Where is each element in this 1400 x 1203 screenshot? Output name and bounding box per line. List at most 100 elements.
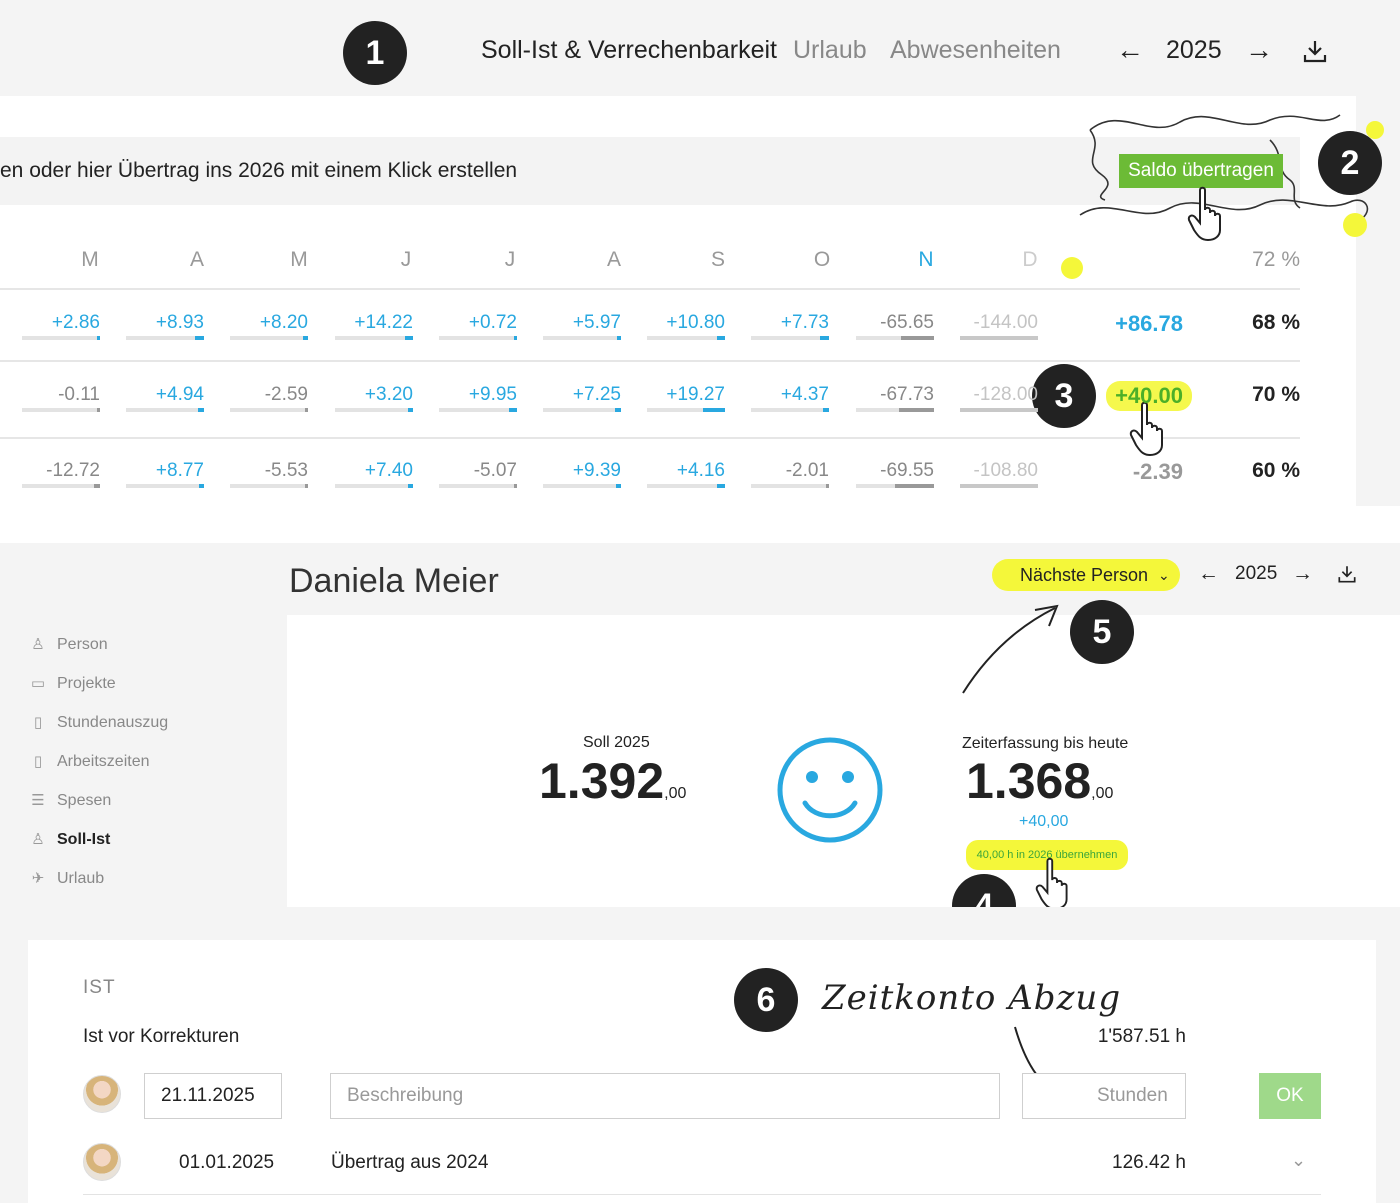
table-cell: +8.77 (155, 460, 204, 481)
cell-bar-fill (901, 336, 934, 340)
carry-over-banner (0, 137, 1300, 205)
row-total: -2.39 (1132, 459, 1183, 484)
cell-bar (335, 484, 413, 488)
saldo-uebertragen-button[interactable]: Saldo übertragen (1119, 154, 1283, 188)
sidebar-item-stundenauszug[interactable]: ▯ Stundenauszug (29, 713, 168, 732)
sidebar-item-person[interactable]: ♙ Person (29, 635, 107, 654)
next-year-icon[interactable]: → (1292, 562, 1313, 585)
soll-number: 1.392 (539, 753, 665, 809)
avatar (83, 1143, 121, 1181)
month-header: M (290, 248, 308, 271)
cell-bar-fill (717, 336, 725, 340)
cell-bar (960, 336, 1038, 340)
table-cell: +9.95 (468, 384, 517, 405)
table-cell: -128.00 (973, 384, 1038, 405)
table-cell: +7.25 (572, 384, 621, 405)
cell-bar (22, 336, 100, 340)
prev-year-icon[interactable]: ← (1198, 562, 1219, 585)
row-total: +86.78 (1115, 311, 1183, 336)
table-cell: +7.73 (780, 312, 829, 333)
folder-icon: ▭ (30, 675, 46, 692)
entry-description: Übertrag aus 2024 (331, 1152, 489, 1173)
cell-bar-fill (899, 408, 934, 412)
tab-urlaub[interactable]: Urlaub (793, 36, 867, 64)
tab-abwesenheiten[interactable]: Abwesenheiten (890, 36, 1061, 64)
table-cell: +5.97 (572, 312, 621, 333)
soll-value: 1.392,00 (539, 752, 686, 810)
month-header: A (606, 248, 621, 271)
cell-bar-fill (960, 336, 1038, 340)
table-cell: +7.40 (364, 460, 413, 481)
date-input[interactable]: 21.11.2025 (144, 1073, 282, 1119)
next-person-dropdown[interactable]: Nächste Person ⌄ (992, 559, 1180, 591)
ok-button[interactable]: OK (1259, 1073, 1321, 1119)
step-badge-5: 5 (1070, 600, 1134, 664)
sidebar-item-label: Urlaub (57, 870, 105, 887)
zeiterfassung-label: Zeiterfassung bis heute (962, 735, 1129, 752)
table-cell: -2.01 (785, 460, 829, 481)
cell-bar-fill (405, 336, 413, 340)
zeit-number: 1.368 (966, 753, 1092, 809)
smiley-icon (777, 737, 883, 843)
zeit-decimals: ,00 (1091, 785, 1114, 802)
description-input[interactable]: Beschreibung (330, 1073, 1000, 1119)
step-badge-2: 2 (1318, 131, 1382, 195)
row-percentage: 70 % (1252, 383, 1300, 406)
cell-bar (960, 408, 1038, 412)
sidebar-item-projekte[interactable]: ▭ Projekte (29, 674, 116, 693)
hand-cursor-icon (1035, 857, 1068, 910)
month-header: A (189, 248, 204, 271)
sidebar-item-spesen[interactable]: ☰ Spesen (29, 791, 111, 810)
cell-bar-fill (823, 408, 829, 412)
ist-before-corrections-label: Ist vor Korrekturen (83, 1026, 240, 1047)
sidebar-item-urlaub[interactable]: ✈ Urlaub (29, 869, 104, 888)
table-cell: +10.80 (666, 312, 725, 333)
table-cell: -144.00 (973, 312, 1038, 333)
top-bar (0, 0, 1400, 96)
cell-bar-fill (195, 336, 204, 340)
table-cell: +19.27 (666, 384, 725, 405)
download-icon[interactable] (1302, 38, 1328, 64)
tab-soll-ist[interactable]: Soll-Ist & Verrechenbarkeit (481, 36, 777, 64)
cell-bar (230, 336, 308, 340)
cell-bar (335, 336, 413, 340)
cell-bar (439, 408, 517, 412)
step-badge-3: 3 (1032, 364, 1096, 428)
highlight-total (1106, 381, 1192, 411)
ist-before-corrections-value: 1'587.51 h (1097, 1026, 1186, 1047)
prev-year-icon[interactable]: ← (1116, 34, 1144, 65)
sidebar-item-label: Soll-Ist (57, 831, 111, 848)
cell-bar-fill (826, 484, 829, 488)
month-header: S (710, 248, 725, 271)
cell-bar-fill (408, 408, 413, 412)
row-total[interactable]: +40.00 (1115, 383, 1183, 408)
cell-bar (960, 484, 1038, 488)
next-year-icon[interactable]: → (1245, 34, 1273, 65)
cell-bar-fill (615, 408, 621, 412)
cell-bar (439, 484, 517, 488)
table-cell: -108.80 (973, 460, 1038, 481)
ist-section (28, 940, 1376, 1203)
sidebar-item-soll-ist[interactable]: ♙ Soll-Ist (29, 830, 110, 849)
hours-input[interactable]: Stunden (1022, 1073, 1186, 1119)
cell-bar (543, 336, 621, 340)
soll-decimals: ,00 (664, 785, 687, 802)
month-header: M (81, 248, 99, 271)
soll-label: Soll 2025 (583, 734, 650, 751)
table-cell: +8.93 (155, 312, 204, 333)
table-divider (0, 288, 1300, 290)
download-icon[interactable] (1337, 564, 1357, 584)
cell-bar-fill (97, 408, 100, 412)
table-cell: -12.72 (46, 460, 100, 481)
cell-bar-fill (820, 336, 829, 340)
table-cell: -5.53 (264, 460, 308, 481)
cell-bar (126, 484, 204, 488)
month-header: N (918, 248, 934, 271)
row-percentage: 60 % (1252, 459, 1300, 482)
arrow-annotation (962, 604, 1059, 694)
chevron-down-icon[interactable]: ⌄ (1291, 1150, 1307, 1170)
ist-title: IST (83, 977, 116, 998)
sidebar-item-arbeitszeiten[interactable]: ▯ Arbeitszeiten (29, 752, 150, 771)
table-cell: +8.20 (259, 312, 308, 333)
cell-bar-fill (616, 484, 621, 488)
